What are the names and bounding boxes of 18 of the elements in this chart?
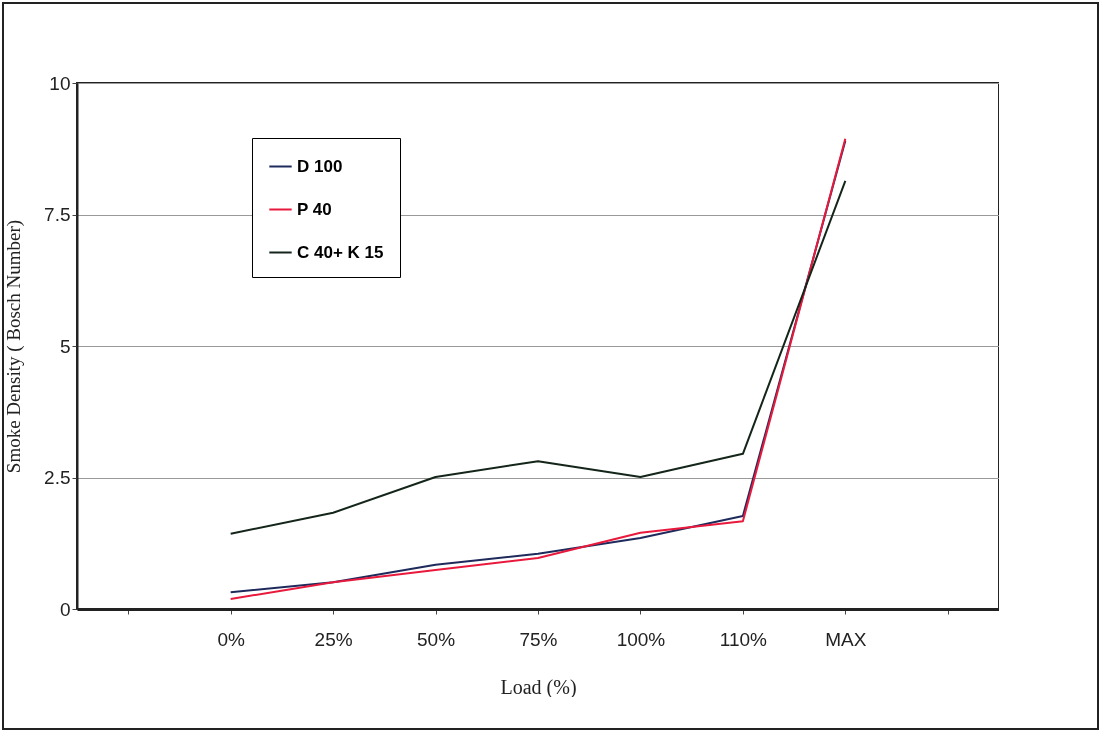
y-tick-label: 7.5 — [44, 204, 71, 225]
x-tick-label: 25% — [314, 628, 353, 650]
x-tick-label: 75% — [519, 628, 558, 650]
y-tick-label: 5 — [59, 335, 71, 357]
y-tick-label: 2.5 — [44, 467, 71, 488]
legend-label: P 40 — [297, 199, 332, 219]
legend-label: D 100 — [297, 156, 343, 176]
x-tick-label: 110% — [719, 628, 768, 650]
x-axis-title: Load (%) — [500, 675, 577, 699]
line-series — [229, 179, 847, 535]
y-axis-title: Smoke Density ( Bosch Number) — [3, 219, 26, 474]
x-tick-label: MAX — [825, 628, 867, 650]
x-tick-label: 0% — [217, 628, 245, 650]
y-tick-label: 0 — [59, 598, 71, 620]
x-tick-label: 50% — [417, 628, 456, 650]
legend-label: C 40+ K 15 — [297, 242, 384, 262]
x-tick-label: 100% — [616, 628, 666, 650]
y-tick-label: 10 — [49, 72, 71, 94]
